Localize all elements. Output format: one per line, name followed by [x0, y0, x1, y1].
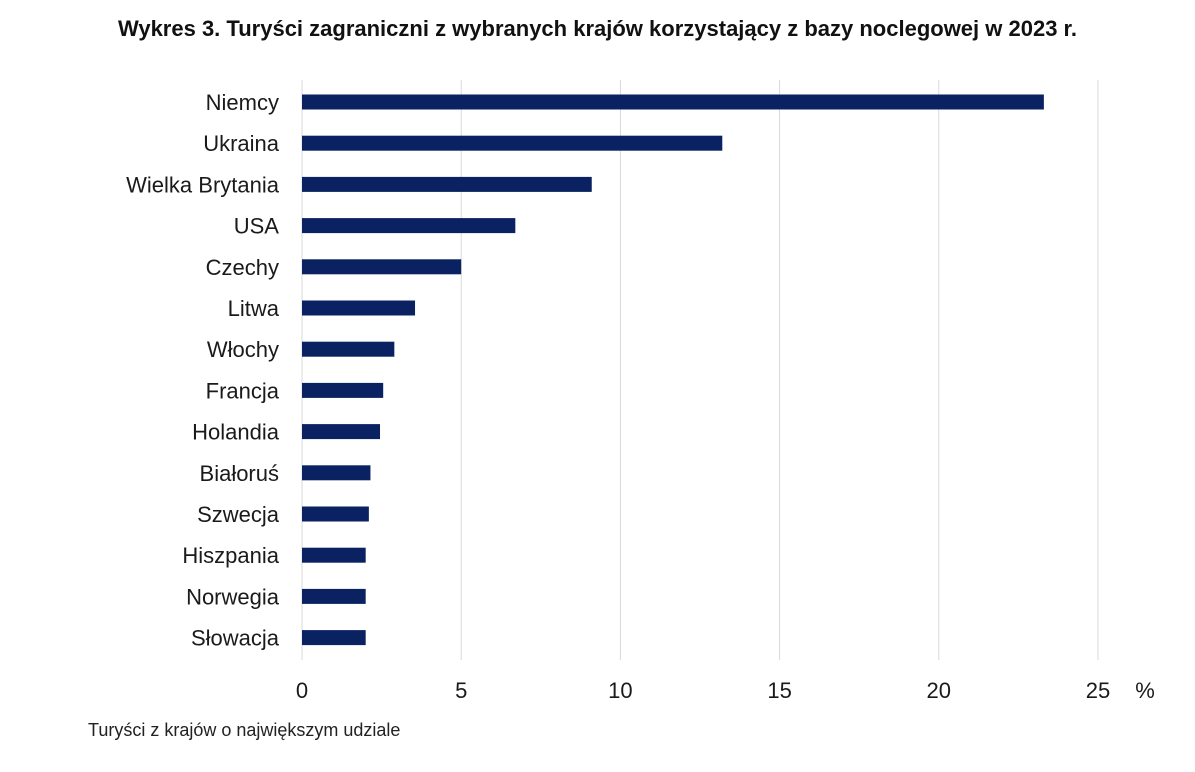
bar-5	[302, 300, 416, 316]
bar-3	[302, 218, 516, 234]
category-label: Francja	[206, 378, 280, 403]
bar-0	[302, 94, 1044, 110]
bar-1	[302, 135, 723, 151]
category-label: Holandia	[192, 420, 280, 445]
gridlines	[301, 80, 1099, 660]
category-label: Ukraina	[203, 131, 280, 156]
bar-6	[302, 341, 395, 357]
bar-11	[302, 547, 366, 563]
bar-9	[302, 465, 371, 481]
x-tick-label: 25	[1086, 678, 1110, 703]
bar-12	[302, 588, 366, 604]
x-tick-label: 5	[455, 678, 467, 703]
category-label: Białoruś	[200, 461, 279, 486]
category-label: Włochy	[207, 337, 279, 362]
x-tick-label: 0	[296, 678, 308, 703]
x-tick-label: 15	[767, 678, 791, 703]
bar-13	[302, 630, 366, 646]
category-labels: Niemcy Ukraina Wielka Brytania USA Czechy Lit…	[126, 90, 280, 651]
bar-8	[302, 424, 381, 440]
bar-7	[302, 382, 384, 398]
bar-2	[302, 176, 592, 192]
bar-4	[302, 259, 462, 275]
category-label: Słowacja	[191, 626, 280, 651]
category-label: Litwa	[228, 296, 280, 321]
category-label: Szwecja	[197, 502, 280, 527]
x-tick-label: 10	[608, 678, 632, 703]
chart-note: Turyści z krajów o największym udziale	[88, 720, 401, 740]
x-tick-label: 20	[927, 678, 951, 703]
x-axis-unit: %	[1135, 678, 1155, 703]
bars	[302, 94, 1044, 646]
category-label: USA	[234, 214, 280, 239]
category-label: Niemcy	[206, 90, 279, 115]
category-label: Czechy	[206, 255, 279, 280]
chart-title: Wykres 3. Turyści zagraniczni z wybranyc…	[117, 16, 1078, 41]
bar-10	[302, 506, 369, 522]
category-label: Hiszpania	[182, 543, 279, 568]
category-label: Wielka Brytania	[126, 172, 280, 197]
category-label: Norwegia	[186, 584, 280, 609]
x-axis-ticks: 0 5 10 15 20 25	[296, 678, 1110, 703]
